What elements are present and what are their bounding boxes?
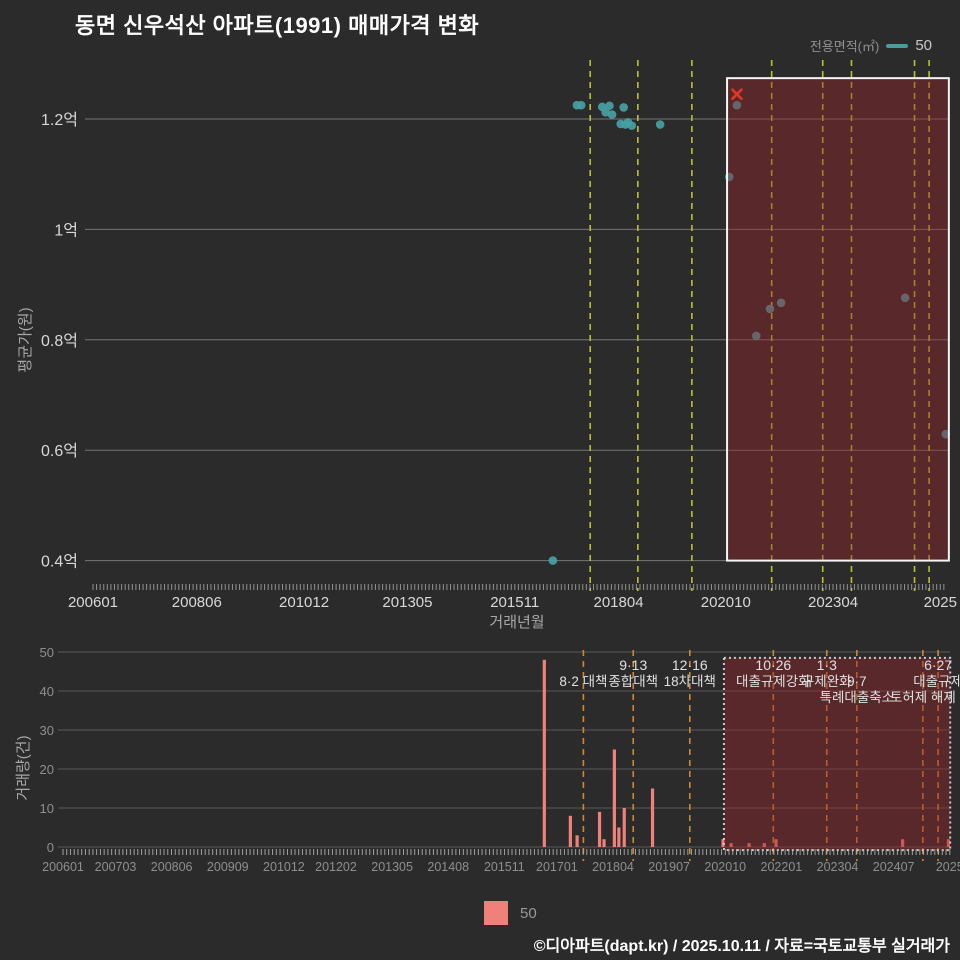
volume-bar[interactable]: [901, 839, 905, 847]
price-xtick-label: 202304: [808, 594, 858, 611]
price-ytick-label: 0.8억: [41, 332, 78, 350]
volume-bar[interactable]: [946, 839, 951, 847]
volume-bar[interactable]: [747, 843, 751, 847]
cancelled-deal-marker[interactable]: [731, 88, 743, 100]
scatter-point[interactable]: [605, 101, 614, 111]
volume-xtick-label: 201408: [427, 860, 469, 874]
scatter-point[interactable]: [765, 304, 775, 314]
policy-annotation-label: 10·26: [755, 657, 791, 673]
policy-annotation-label: 대출규제강화: [736, 674, 811, 689]
volume-xtick-label: 201012: [263, 860, 305, 874]
scatter-point[interactable]: [607, 110, 617, 119]
volume-xtick-label: 201202: [315, 860, 357, 874]
volume-ytick-label: 30: [40, 723, 54, 738]
highlight-region-price: [726, 77, 950, 562]
price-xtick-label: 201804: [593, 594, 643, 611]
scatter-point[interactable]: [900, 293, 910, 303]
volume-yaxis-title: 거래량(건): [15, 735, 32, 800]
volume-bar[interactable]: [568, 815, 572, 847]
policy-annotation-label: 9·7: [847, 674, 867, 689]
volume-xtick-label: 202407: [873, 860, 915, 874]
volume-bar[interactable]: [622, 808, 626, 847]
policy-annotation-label: 토허제 해제: [890, 690, 956, 705]
volume-xtick-label: 200909: [207, 860, 249, 874]
volume-bar[interactable]: [597, 811, 602, 847]
volume-xtick-label: 202201: [761, 860, 803, 874]
scatter-point[interactable]: [619, 103, 628, 112]
volume-ytick-label: 40: [40, 684, 54, 699]
legend-line-swatch-icon: [886, 43, 909, 48]
volume-xtick-label: 2025: [936, 860, 960, 874]
policy-annotation-label: 9·13: [619, 657, 647, 673]
volume-bar[interactable]: [542, 659, 546, 847]
volume-xtick-label: 200601: [42, 860, 84, 874]
price-xtick-label: 201012: [279, 594, 329, 611]
policy-annotation-label: 18차대책: [664, 674, 716, 689]
price-xtick-label: 200806: [172, 594, 222, 611]
volume-bar[interactable]: [774, 839, 778, 847]
price-yaxis-title: 평균가(원): [17, 307, 34, 372]
policy-annotation-label: 특례대출축소: [820, 690, 895, 705]
price-xtick-label: 200601: [68, 594, 118, 611]
volume-xtick-label: 200806: [151, 860, 193, 874]
volume-xtick-label: 201907: [648, 860, 690, 874]
price-ytick-label: 0.6억: [41, 442, 78, 460]
volume-ytick-label: 20: [40, 762, 54, 777]
price-xtick-label: 202010: [701, 594, 751, 611]
scatter-point[interactable]: [732, 100, 742, 110]
price-ytick-label: 0.4억: [41, 553, 78, 571]
volume-xtick-label: 201804: [592, 860, 634, 874]
volume-bar[interactable]: [612, 749, 616, 848]
page-title: 동면 신우석산 아파트(1991) 매매가격 변화: [75, 13, 480, 38]
price-xtick-label: 2025: [924, 594, 957, 611]
highlight-region-volume: [722, 656, 952, 852]
volume-xtick-label: 201305: [371, 860, 413, 874]
volume-bar[interactable]: [602, 839, 606, 847]
policy-annotation-label: 종합대책: [608, 674, 658, 689]
policy-annotation-label: 12·16: [672, 657, 708, 673]
scatter-point[interactable]: [776, 298, 786, 308]
scatter-point[interactable]: [548, 556, 558, 565]
volume-xtick-label: 202304: [817, 860, 859, 874]
volume-xtick-label: 202010: [704, 860, 746, 874]
policy-annotation-label: 1·3: [817, 657, 837, 673]
policy-annotation-label: 8·2 대책: [559, 674, 607, 689]
price-xtick-label: 201511: [490, 594, 539, 611]
volume-ytick-label: 0: [47, 840, 54, 855]
price-ytick-label: 1.2억: [41, 111, 78, 129]
volume-xtick-label: 201701: [536, 860, 578, 874]
volume-bar[interactable]: [729, 843, 733, 847]
volume-bar[interactable]: [575, 835, 579, 847]
price-xaxis-title: 거래년월: [489, 614, 544, 631]
scatter-point[interactable]: [627, 121, 637, 130]
volume-ytick-label: 10: [40, 801, 54, 816]
scatter-point[interactable]: [751, 331, 761, 341]
legend-bar-swatch-icon: [484, 901, 508, 925]
volume-ytick-label: 50: [40, 645, 54, 660]
legend-area-label: 전용면적(㎡): [809, 39, 880, 54]
price-xtick-label: 201305: [382, 594, 432, 611]
source-credit: ©디아파트(dapt.kr) / 2025.10.11 / 자료=국토교통부 실…: [533, 938, 950, 955]
area-legend: 전용면적(㎡) 50: [810, 36, 932, 55]
volume-xtick-label: 201511: [484, 860, 525, 874]
policy-annotation-label: 규제완화: [802, 674, 852, 689]
volume-legend: 50: [484, 901, 537, 925]
policy-annotation-label: 6·27: [924, 657, 952, 673]
volume-bar[interactable]: [617, 827, 621, 848]
policy-annotation-label: 대출규제: [913, 674, 960, 689]
volume-bar[interactable]: [762, 843, 766, 847]
volume-bar[interactable]: [650, 788, 655, 848]
scatter-point[interactable]: [655, 120, 665, 129]
legend-bar-value[interactable]: 50: [520, 905, 537, 922]
volume-xtick-label: 200703: [95, 860, 137, 874]
price-ytick-label: 1억: [54, 221, 78, 239]
scatter-point[interactable]: [576, 100, 586, 110]
legend-area-value[interactable]: 50: [915, 37, 932, 54]
